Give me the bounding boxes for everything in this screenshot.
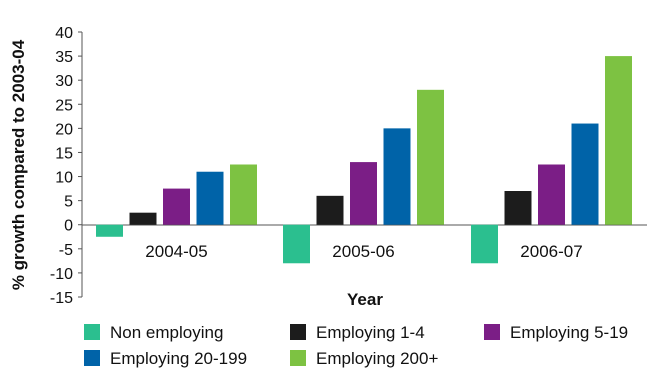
legend-swatch	[84, 350, 100, 366]
bars	[96, 56, 632, 264]
category-labels: 2004-05 2005-06 2006-07	[145, 242, 582, 261]
category-label: 2004-05	[145, 242, 207, 261]
legend-swatch	[290, 324, 306, 340]
bar-2005-06-employing-1-4	[316, 195, 344, 225]
legend-item: Non employing	[84, 323, 223, 342]
legend-label: Employing 200+	[316, 349, 438, 368]
y-tick-label: 20	[55, 121, 73, 138]
legend-swatch	[84, 324, 100, 340]
bar-2005-06-non-employing	[283, 224, 310, 264]
bar-2004-05-employing-5-19	[163, 188, 190, 225]
bar-2005-06-employing-20-199	[383, 128, 411, 225]
bar-2006-07-employing-200-	[605, 56, 632, 225]
category-label: 2006-07	[520, 242, 582, 261]
x-axis-title: Year	[347, 290, 383, 309]
y-tick-label: -15	[50, 290, 73, 307]
bar-2004-05-employing-200-	[230, 164, 257, 225]
legend-swatch	[290, 350, 306, 366]
y-tick-label: -10	[50, 266, 73, 283]
bar-2006-07-employing-5-19	[538, 164, 565, 225]
y-axis-title: % growth compared to 2003-04	[9, 39, 28, 290]
bar-2005-06-employing-5-19	[350, 162, 377, 225]
bar-2004-05-employing-1-4	[129, 212, 157, 225]
bar-2006-07-employing-20-199	[571, 123, 599, 225]
y-tick-label: 10	[55, 170, 73, 187]
y-tick-label: 30	[55, 73, 73, 90]
legend-label: Non employing	[110, 323, 223, 342]
y-tick-label: 35	[55, 49, 73, 66]
y-tick-label: 40	[55, 25, 73, 42]
legend-label: Employing 20-199	[110, 349, 247, 368]
bar-2006-07-non-employing	[471, 224, 498, 264]
legend-item: Employing 20-199	[84, 349, 247, 368]
legend-item: Employing 1-4	[290, 323, 425, 342]
legend-item: Employing 200+	[290, 349, 438, 368]
bar-2004-05-employing-20-199	[196, 171, 224, 225]
category-label: 2005-06	[332, 242, 394, 261]
y-tick-label: 5	[64, 194, 73, 211]
legend-label: Employing 1-4	[316, 323, 425, 342]
y-axis-ticks: 40 35 30 25 20 15 10 5 0 -5 -10 -15	[50, 25, 82, 307]
legend-swatch	[484, 324, 500, 340]
legend-item: Employing 5-19	[484, 323, 628, 342]
legend-label: Employing 5-19	[510, 323, 628, 342]
bar-2006-07-employing-1-4	[504, 191, 532, 225]
y-tick-label: 0	[64, 218, 73, 235]
y-tick-label: 15	[55, 145, 73, 162]
y-tick-label: 25	[55, 97, 73, 114]
legend: Non employing Employing 1-4 Employing 5-19…	[84, 323, 628, 368]
bar-2005-06-employing-200-	[417, 89, 444, 225]
bar-2004-05-non-employing	[96, 224, 123, 237]
y-tick-label: -5	[59, 242, 73, 259]
